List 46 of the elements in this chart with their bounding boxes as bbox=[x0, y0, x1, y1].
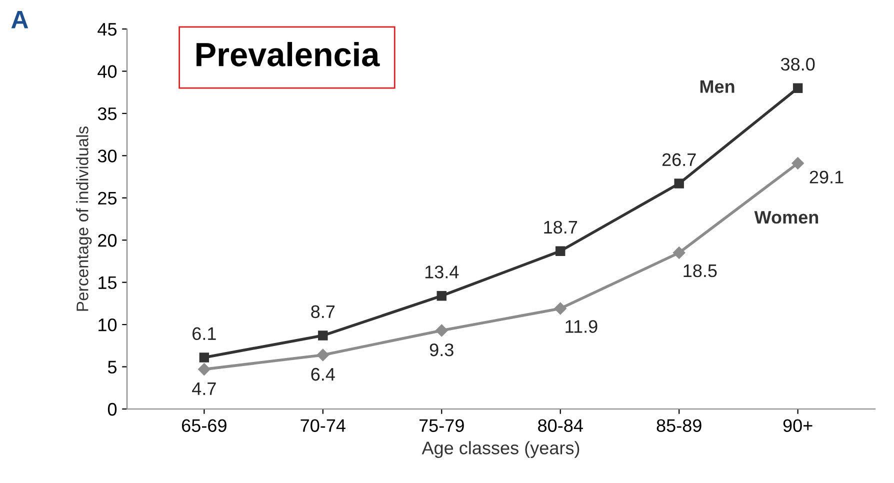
data-label: 6.4 bbox=[311, 368, 335, 381]
point bbox=[316, 348, 329, 362]
x-tick-label: 90+ bbox=[783, 419, 812, 432]
x-tick-label: 85-89 bbox=[656, 419, 702, 432]
y-tick-label: 5 bbox=[108, 360, 117, 374]
y-tick-label: 45 bbox=[98, 23, 117, 36]
data-label: 4.7 bbox=[192, 382, 216, 395]
data-label: 18.7 bbox=[544, 220, 578, 234]
point bbox=[436, 324, 448, 337]
y-tick-label: 35 bbox=[98, 107, 117, 120]
y-axis-title: Percentage of individuals bbox=[76, 126, 92, 311]
y-tick-label: 30 bbox=[98, 150, 117, 162]
point bbox=[792, 83, 803, 93]
point bbox=[792, 157, 804, 170]
point bbox=[198, 363, 210, 376]
point bbox=[674, 178, 684, 188]
data-label: 18.5 bbox=[684, 264, 717, 278]
data-label: 8.7 bbox=[311, 305, 335, 318]
point bbox=[673, 246, 686, 259]
point bbox=[199, 352, 210, 362]
data-label: 6.1 bbox=[192, 327, 216, 340]
data-label: 9.3 bbox=[430, 343, 454, 356]
text: A bbox=[11, 11, 28, 28]
y-tick-label: 25 bbox=[98, 192, 117, 205]
series-label: Women bbox=[754, 211, 818, 224]
y-tick-label: 15 bbox=[98, 276, 117, 290]
point bbox=[556, 246, 566, 256]
x-tick-label: 70-74 bbox=[300, 419, 346, 432]
x-tick-label: 65-69 bbox=[182, 419, 226, 432]
data-label: 29.1 bbox=[810, 170, 844, 184]
data-label: 38.0 bbox=[780, 58, 815, 71]
y-tick-label: 0 bbox=[108, 402, 117, 416]
data-label: 13.4 bbox=[425, 266, 459, 278]
y-tick-label: 40 bbox=[98, 65, 117, 78]
series-label: Men bbox=[700, 80, 734, 93]
y-tick-label: 10 bbox=[98, 318, 117, 332]
point bbox=[436, 290, 446, 301]
y-tick-label: 20 bbox=[98, 234, 117, 247]
x-axis-title: Age classes (years) bbox=[422, 441, 580, 458]
x-tick-label: 80-84 bbox=[538, 419, 583, 432]
point bbox=[318, 330, 328, 340]
x-tick-label: 75-79 bbox=[419, 419, 464, 432]
data-label: 26.7 bbox=[662, 153, 696, 166]
chart-title: Prevalencia bbox=[196, 42, 380, 66]
point bbox=[554, 302, 566, 315]
data-label: 11.9 bbox=[566, 320, 598, 333]
